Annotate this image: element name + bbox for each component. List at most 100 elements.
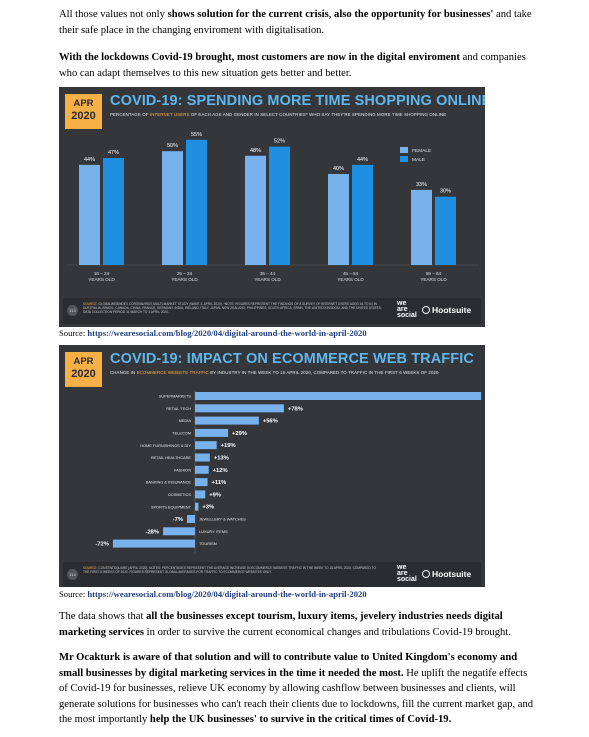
analysis-paragraph: The data shows that all the businesses e… (59, 611, 511, 638)
data-label: -72% (95, 542, 109, 548)
category-label: JEWELLERY & WATCHES (199, 517, 246, 522)
chart-footnote: SOURCE: CONTENTSQUARE (APRIL 2020). NOTE… (83, 566, 376, 575)
hootsuite-logo: Hootsuite (422, 569, 471, 579)
category-label: 45 – 54 (343, 271, 359, 276)
data-label: 30% (440, 189, 451, 195)
bar (195, 478, 208, 487)
data-label: 52% (274, 139, 285, 145)
chart-subtitle: PERCENTAGE OF INTERNET USERS OF EACH AGE… (110, 112, 447, 117)
bar (195, 392, 482, 400)
legend-swatch (400, 147, 408, 153)
bar (195, 453, 210, 462)
bar (195, 441, 217, 450)
data-label: 33% (416, 182, 427, 188)
lockdown-paragraph: With the lockdowns Covid-19 brought, mos… (59, 52, 526, 79)
ecommerce-traffic-chart: APR 2020 COVID-19: IMPACT ON ECOMMERCE W… (59, 345, 485, 587)
data-label: +78% (288, 406, 303, 412)
category-label: 25 – 34 (177, 271, 193, 276)
data-label: +3% (202, 505, 214, 511)
legend-swatch (400, 156, 408, 162)
category-label: RETAIL TECH (166, 406, 191, 411)
bar (187, 515, 195, 523)
source-line-1: Source: https://wearesocial.com/blog/202… (59, 328, 367, 338)
category-label: TOURISM (199, 541, 217, 546)
category-label: LUXURY ITEMS (199, 529, 228, 534)
date-badge: APR 2020 (65, 94, 102, 129)
we-are-social-logo: we are social (397, 300, 417, 319)
bar-female (245, 155, 266, 265)
bar-male (186, 139, 207, 265)
category-label: HOME FURNISHINGS & DIY (140, 443, 191, 448)
legend-label: MALE (412, 157, 425, 163)
data-label: +56% (263, 419, 278, 425)
data-label: 48% (250, 148, 261, 154)
bar-female (411, 189, 432, 265)
data-label: 44% (357, 157, 368, 163)
category-label: COSMETICS (168, 492, 192, 497)
category-label: BANKING & INSURANCE (146, 480, 192, 485)
badge-month: APR (73, 98, 94, 109)
data-label: 50% (167, 143, 178, 149)
intro-paragraph: All those values not only shows solution… (59, 9, 532, 36)
badge-month: APR (73, 356, 94, 367)
source-link-2[interactable]: https://wearesocial.com/blog/2020/04/dig… (87, 589, 367, 599)
chart-footer: 113 SOURCE: GLOBALWEBINDEX CORONAVIRUS M… (63, 298, 481, 324)
bar-male (352, 164, 373, 265)
we-are-social-logo: we are social (397, 564, 417, 583)
data-label: -7% (173, 517, 183, 523)
bar-female (328, 173, 349, 265)
chart-footer: 114 SOURCE: CONTENTSQUARE (APRIL 2020). … (63, 562, 481, 587)
category-label: YEARS OLD (420, 277, 447, 282)
category-label: 16 – 24 (94, 271, 110, 276)
source-line-2: Source: https://wearesocial.com/blog/202… (59, 589, 367, 599)
data-label: +13% (214, 456, 229, 462)
bar (163, 527, 195, 536)
category-label: SUPERMARKETS (159, 394, 192, 399)
chart-title: COVID-19: IMPACT ON ECOMMERCE WEB TRAFFI… (110, 351, 474, 367)
chart-footnote: SOURCE: GLOBALWEBINDEX CORONAVIRUS MULTI… (83, 302, 382, 315)
owl-icon (422, 306, 430, 314)
data-label: +11% (212, 480, 227, 486)
category-label: TELECOM (172, 431, 191, 436)
bar-male (269, 146, 290, 265)
category-label: YEARS OLD (171, 277, 198, 282)
legend-label: FEMALE (412, 148, 431, 154)
category-label: MEDIA (179, 418, 192, 423)
category-label: FASHION (174, 467, 191, 472)
category-label: YEARS OLD (254, 277, 281, 282)
bar (195, 404, 284, 413)
hootsuite-logo: Hootsuite (422, 305, 471, 315)
data-label: +12% (213, 468, 228, 474)
data-label: +19% (221, 443, 236, 449)
chart-title: COVID-19: SPENDING MORE TIME SHOPPING ON… (110, 93, 485, 109)
bar (195, 428, 229, 437)
data-label: -28% (146, 529, 160, 535)
chart-subtitle: CHANGE IN ECOMMERCE WEBSITE TRAFFIC BY I… (110, 370, 439, 375)
page-number: 113 (67, 305, 78, 316)
data-label: 44% (84, 157, 95, 163)
category-label: YEARS OLD (337, 277, 364, 282)
bar (195, 416, 259, 425)
data-label: 40% (333, 166, 344, 172)
ocakturk-paragraph: Mr Ocakturk is aware of that solution an… (59, 652, 534, 725)
category-label: 55 – 64 (426, 271, 442, 276)
badge-year: 2020 (71, 110, 96, 122)
data-label: 47% (108, 150, 119, 156)
source-link-1[interactable]: https://wearesocial.com/blog/2020/04/dig… (87, 328, 367, 338)
data-label: 55% (191, 132, 202, 138)
category-label: RETAIL HEALTHCARE (151, 455, 192, 460)
bar (195, 465, 209, 474)
category-label: 35 – 44 (260, 271, 276, 276)
bar (195, 490, 206, 499)
shopping-online-chart: APR 2020 COVID-19: SPENDING MORE TIME SH… (59, 87, 485, 327)
bar-male (435, 196, 456, 265)
badge-year: 2020 (71, 368, 96, 380)
date-badge: APR 2020 (65, 352, 102, 387)
bar-female (162, 151, 183, 265)
bar (195, 502, 199, 511)
chart-2-plot: SUPERMARKETS+251%RETAIL TECH+78%MEDIA+56… (95, 391, 482, 554)
page-number: 114 (67, 569, 78, 580)
bar-female (79, 164, 100, 265)
data-label: +29% (232, 431, 247, 437)
